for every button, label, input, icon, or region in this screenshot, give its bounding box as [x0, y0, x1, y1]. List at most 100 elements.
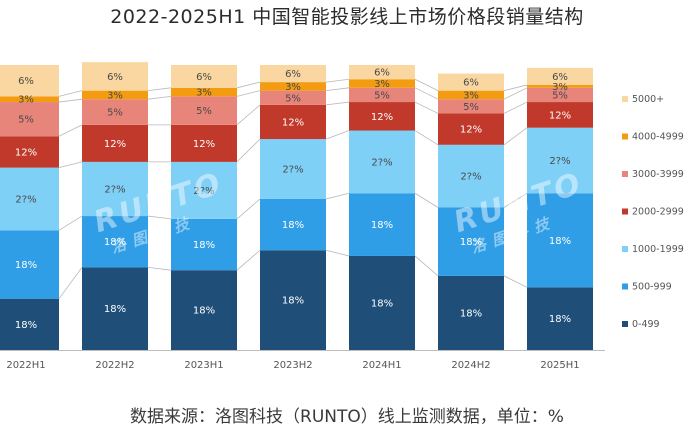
connector-line: [414, 87, 439, 100]
data-label: 5%: [196, 106, 212, 117]
data-label: 2?%: [549, 156, 570, 167]
data-label: 3%: [463, 90, 479, 101]
legend-swatch: [622, 171, 628, 177]
data-label: 18%: [549, 314, 571, 325]
bar-segment: [438, 275, 504, 350]
data-label: 18%: [549, 236, 571, 247]
data-label: 5%: [18, 115, 34, 126]
bar-segment: [527, 193, 593, 288]
legend-label: 3000-3999: [632, 169, 684, 180]
data-label: 18%: [460, 237, 482, 248]
data-label: 6%: [285, 69, 301, 80]
data-label: 12%: [104, 139, 126, 150]
x-tick-label: 2022H2: [95, 360, 134, 371]
bar-segment: [0, 167, 59, 231]
bar-segment: [260, 90, 326, 105]
bar-segment: [438, 73, 504, 91]
bar-segment: [82, 99, 148, 125]
bar-segment: [527, 127, 593, 194]
connector-line: [414, 130, 439, 146]
bar-segment: [438, 207, 504, 276]
connector-line: [147, 215, 172, 220]
connector-line: [325, 249, 350, 257]
bar-segment: [0, 298, 59, 350]
data-label: 18%: [282, 296, 304, 307]
bar-segment: [171, 161, 237, 219]
bar-segment: [438, 90, 504, 100]
bar-segment: [527, 102, 593, 128]
connector-line: [503, 192, 528, 208]
bar-segment: [260, 104, 326, 140]
connector-line: [58, 98, 83, 103]
data-label: 5%: [374, 90, 390, 101]
bar-segment: [260, 65, 326, 83]
bar-segment: [82, 124, 148, 162]
bar-segment: [171, 87, 237, 97]
data-label: 6%: [552, 72, 568, 83]
data-label: 12%: [549, 110, 571, 121]
connector-line: [325, 78, 350, 83]
bar-segment: [349, 87, 415, 103]
data-source-note: 数据来源：洛图科技（RUNTO）线上监测数据，单位：%: [130, 407, 564, 427]
connector-line: [236, 81, 261, 89]
bar-segment: [82, 216, 148, 268]
data-label: 18%: [104, 237, 126, 248]
data-label: 3%: [18, 95, 34, 106]
bar-segment: [0, 96, 59, 103]
connector-line: [414, 255, 439, 277]
connector-line: [414, 192, 439, 208]
connector-lines: [58, 78, 528, 299]
bar-segment: [260, 198, 326, 251]
connector-line: [236, 104, 261, 126]
data-label: 6%: [107, 72, 123, 83]
bar-segment: [0, 65, 59, 97]
bar-segment: [260, 139, 326, 199]
bar-segment: [349, 79, 415, 88]
legend-swatch: [622, 133, 628, 140]
x-tick-label: 2023H1: [184, 360, 223, 371]
connector-line: [236, 249, 261, 271]
data-label: 5%: [552, 90, 568, 101]
connector-line: [58, 124, 83, 137]
connector-line: [58, 90, 83, 97]
bar-segment: [349, 130, 415, 194]
bar-segment: [82, 90, 148, 100]
data-label: 3%: [285, 82, 301, 93]
bar-segment: [0, 136, 59, 168]
connector-line: [325, 192, 350, 200]
data-label: 6%: [196, 72, 212, 83]
connector-line: [147, 87, 172, 92]
bar-segment: [349, 255, 415, 350]
data-label: 2?%: [282, 165, 303, 176]
data-label: 3%: [196, 88, 212, 99]
data-label: 12%: [15, 147, 37, 158]
data-label: 6%: [463, 78, 479, 89]
x-tick-label: 2024H2: [451, 360, 490, 371]
bar-segment: [171, 218, 237, 271]
bar-segment: [438, 144, 504, 208]
bar-segment: [0, 230, 59, 299]
bar-segment: [171, 124, 237, 162]
data-label: 2?%: [104, 184, 125, 195]
bars: [0, 62, 593, 350]
data-label: 12%: [371, 112, 393, 123]
bar-segment: [0, 102, 59, 137]
connector-line: [236, 198, 261, 220]
data-label: 6%: [374, 68, 390, 79]
legend-swatch: [622, 246, 628, 252]
bar-segment: [438, 99, 504, 114]
connector-line: [325, 87, 350, 92]
data-label: 18%: [371, 298, 393, 309]
connector-line: [503, 87, 528, 100]
legend-label: 0-499: [632, 319, 660, 330]
connector-line: [325, 101, 350, 106]
data-label: 3%: [374, 79, 390, 90]
data-label: 6%: [18, 76, 34, 87]
bar-segment: [82, 62, 148, 91]
data-label: 3%: [107, 90, 123, 101]
bar-segment: [527, 287, 593, 350]
data-label: 2?%: [460, 172, 481, 183]
legend-swatch: [622, 96, 628, 102]
